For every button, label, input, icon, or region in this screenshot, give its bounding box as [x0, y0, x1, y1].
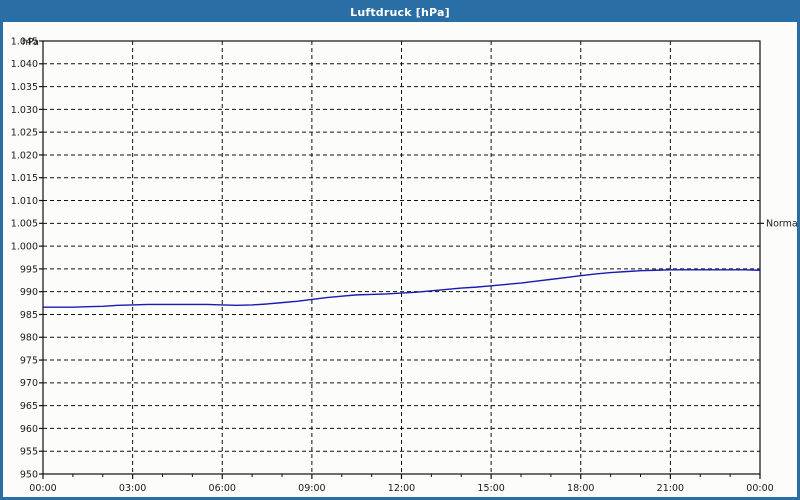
y-axis-ticks: 1.045 1.040 1.035 1.030 1.025 1.020 1.015 1.010… [11, 36, 43, 480]
y-axis-tick-label: 960 [20, 424, 38, 435]
x-axis-date-label: 05.03.19 [111, 496, 153, 497]
x-axis-date-label: 05.03.19 [649, 496, 691, 497]
x-axis-time-label: 00:00 [746, 483, 773, 494]
y-axis-tick-label: 1.005 [11, 219, 38, 230]
y-axis-tick-label: 955 [20, 447, 38, 458]
x-axis-time-label: 12:00 [388, 483, 415, 494]
y-axis-tick-label: 975 [20, 355, 38, 366]
grid-lines [43, 40, 760, 475]
x-axis-date-label: 06.03.19 [739, 496, 781, 497]
pressure-line-chart: hPa 1.0451.0401.0351.0301.0251.0201.0151… [11, 36, 797, 497]
normal-annotation-group: Normal [760, 219, 797, 230]
x-axis-time-label: 00:00 [29, 483, 56, 494]
y-axis-tick-label: 1.035 [11, 82, 38, 93]
y-axis-tick-label: 1.045 [11, 36, 38, 47]
y-axis-tick-label: 1.015 [11, 173, 38, 184]
y-axis-tick-label: 1.025 [11, 128, 38, 139]
y-axis-tick-label: 950 [20, 469, 38, 480]
y-axis-tick-label: 965 [20, 401, 38, 412]
x-axis-time-label: 06:00 [209, 483, 236, 494]
y-axis-tick-label: 980 [20, 333, 38, 344]
x-axis-time-label: 15:00 [477, 483, 504, 494]
y-axis-tick-label: 990 [20, 287, 38, 298]
chart-plot-area: hPa 1.045 1.040 1.035 1.030 1.025 1.020 1.015 1… [3, 22, 797, 497]
x-axis-time-label: 18:00 [567, 483, 594, 494]
x-axis-date-label: 05.03.19 [291, 496, 333, 497]
y-axis-tick-label: 1.030 [11, 105, 38, 116]
x-axis-time-label: 03:00 [119, 483, 146, 494]
y-axis-tick-label: 970 [20, 378, 38, 389]
x-axis-date-label: 05.03.19 [201, 496, 243, 497]
y-axis-tick-label: 985 [20, 310, 38, 321]
normal-annotation-label: Normal [766, 219, 797, 230]
x-axis-date-label: 05.03.19 [380, 496, 422, 497]
x-axis-date-label: 05.03.19 [560, 496, 602, 497]
pressure-data-line [42, 269, 761, 308]
y-axis-tick-label: 1.010 [11, 196, 38, 207]
y-axis-unit-label: hPa [22, 37, 39, 48]
y-axis-unit-group: hPa [22, 37, 39, 48]
x-axis-date-label: 05.03.19 [22, 496, 64, 497]
x-axis-date-label: 05.03.19 [470, 496, 512, 497]
plot-frame [42, 40, 761, 475]
x-axis-ticks: 00:00 05.03.19 03:00 05.03.19 06:00 05.03.19 0… [22, 474, 781, 497]
y-axis-tick-label: 1.040 [11, 59, 38, 70]
x-axis-time-label: 09:00 [298, 483, 325, 494]
y-axis-tick-label: 1.020 [11, 150, 38, 161]
y-axis-tick-label: 1.000 [11, 242, 38, 253]
x-axis-time-label: 21:00 [657, 483, 684, 494]
window-title: Luftdruck [hPa] [3, 3, 797, 22]
y-axis-tick-label: 995 [20, 264, 38, 275]
